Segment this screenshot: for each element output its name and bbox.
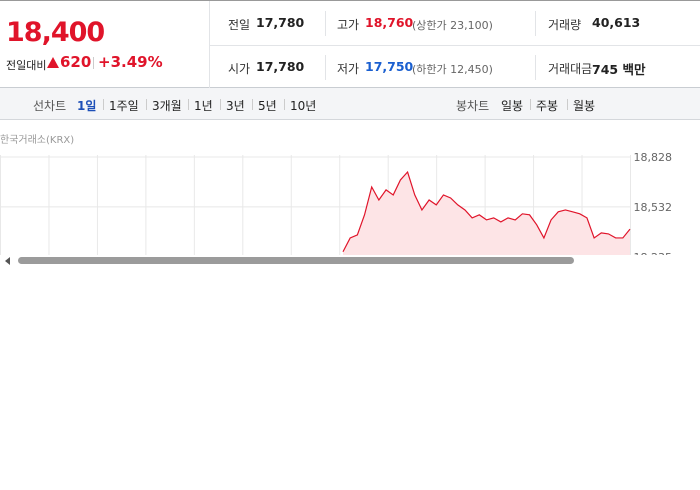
stat-label: 전일 (228, 18, 251, 32)
tab[interactable]: 10년 (290, 99, 317, 113)
chart-area: 18,828 18,532 18,235 (0, 120, 700, 255)
tab-bar: 선차트 1일 1주일 3개월 1년 3년 5년 10년 봉차트 일봉 주봉 월봉 (0, 88, 700, 120)
tab-separator (188, 99, 189, 110)
separator (93, 57, 94, 69)
tab-separator (103, 99, 104, 110)
divider (325, 11, 326, 36)
area (343, 172, 630, 255)
stat-value: 18,760 (365, 15, 414, 30)
tab[interactable]: 주봉 (536, 99, 559, 113)
tab-separator (252, 99, 253, 110)
tab-group-label: 선차트 (33, 99, 67, 113)
scroll-thumb[interactable] (18, 257, 574, 264)
stat-limit: (하한가 12,450) (412, 63, 493, 76)
stat-label: 저가 (337, 62, 360, 76)
price: 18,400 (6, 17, 105, 48)
tab[interactable]: 월봉 (573, 99, 596, 113)
divider (535, 11, 536, 36)
y-tick-label: 18,828 (634, 151, 673, 164)
source: 한국거래소(KRX) (0, 135, 75, 146)
tab[interactable]: 5년 (258, 99, 277, 113)
stat-label: 시가 (228, 62, 251, 76)
y-tick-label: 18,235 (634, 251, 673, 255)
tab[interactable]: 1일 (77, 99, 97, 113)
tab[interactable]: 1년 (194, 99, 213, 113)
divider (210, 45, 700, 46)
y-tick-label: 18,532 (634, 201, 673, 214)
tab[interactable]: 3년 (226, 99, 245, 113)
divider (535, 55, 536, 80)
stat-value: 17,780 (256, 59, 305, 74)
tab-group-label: 봉차트 (456, 99, 490, 113)
stat-limit: (상한가 23,100) (412, 19, 493, 32)
stat-label: 고가 (337, 18, 360, 32)
change-label: 전일대비 (6, 59, 47, 72)
tab-separator (146, 99, 147, 110)
tab[interactable]: 일봉 (501, 99, 524, 113)
tab-separator (567, 99, 568, 110)
stat-value: 17,780 (256, 15, 305, 30)
tab-separator (220, 99, 221, 110)
stat-value: 40,613 (592, 15, 641, 30)
quote-panel: 18,400 전일대비 620 +3.49% 전일 17,780 고가 18,760(… (0, 0, 700, 88)
tab[interactable]: 1주일 (109, 99, 139, 113)
stat-label: 거래량 (548, 18, 582, 32)
tab[interactable]: 3개월 (152, 99, 182, 113)
stat-label: 거래대금 (548, 62, 593, 76)
line (342, 170, 631, 253)
divider (325, 55, 326, 80)
divider (209, 1, 210, 88)
change: 620 (60, 53, 92, 71)
scroll-left[interactable] (5, 257, 10, 265)
change-pct: +3.49% (98, 53, 163, 71)
stat-value: 745 백만 (592, 62, 646, 77)
tab-separator (284, 99, 285, 110)
tab-separator (530, 99, 531, 110)
scrollbar[interactable] (0, 255, 700, 267)
stat-value: 17,750 (365, 59, 414, 74)
up-icon (47, 57, 59, 68)
chart: 18,828 18,532 18,235 (0, 151, 673, 255)
